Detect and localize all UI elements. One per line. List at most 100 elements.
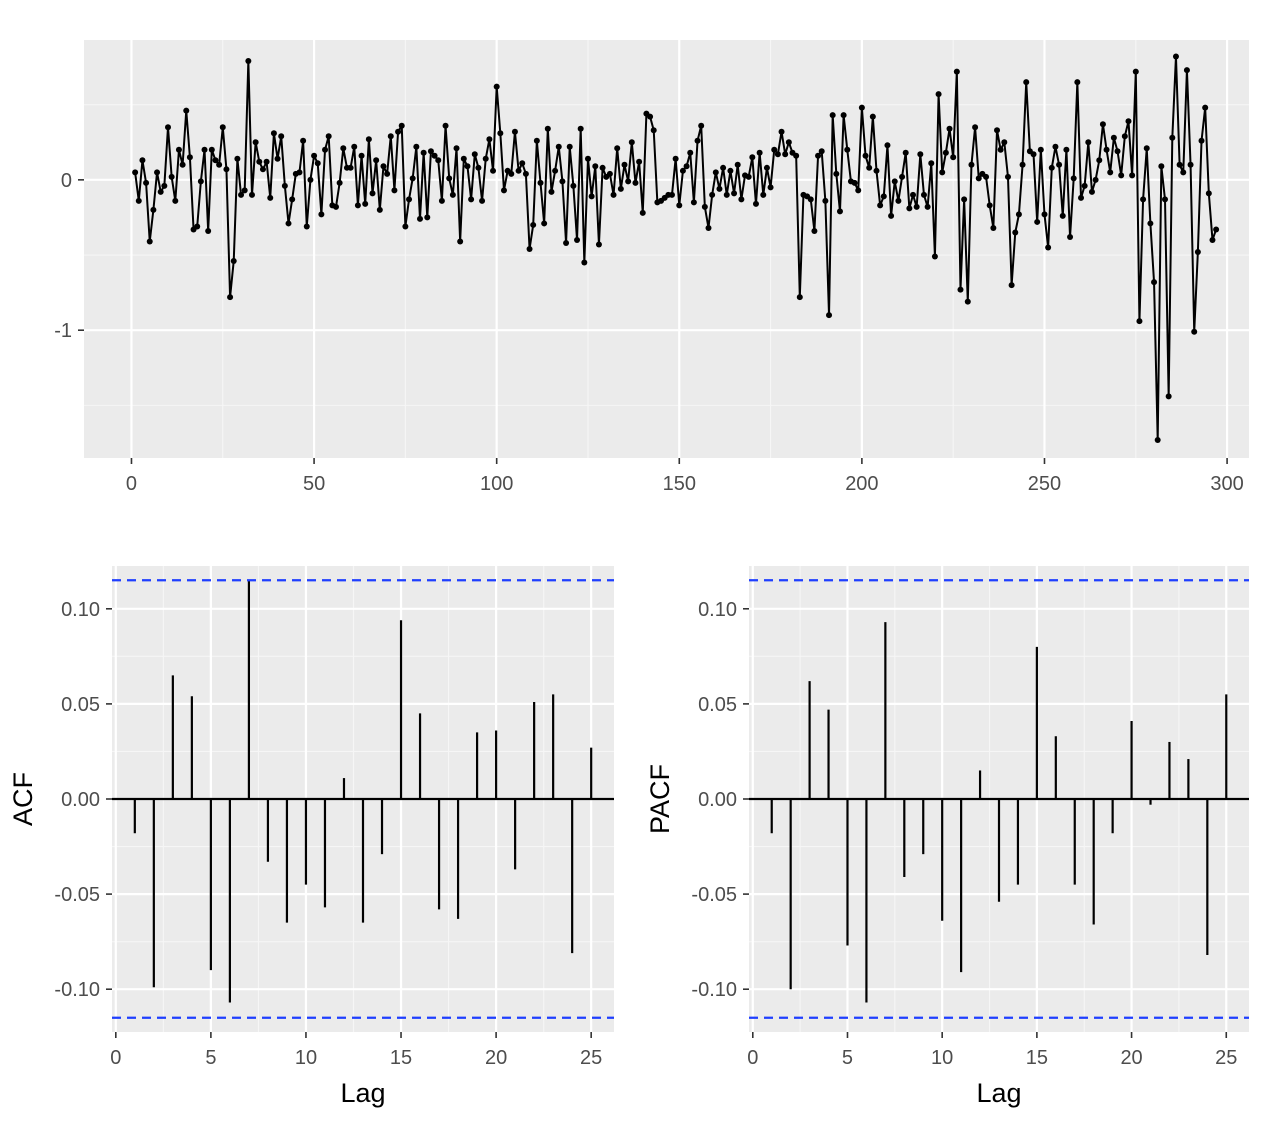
y-axis-title: ACF bbox=[8, 772, 38, 826]
data-point bbox=[369, 190, 376, 197]
x-tick-label: 20 bbox=[485, 1047, 507, 1069]
data-point bbox=[1205, 190, 1212, 197]
data-point bbox=[380, 163, 387, 170]
data-point bbox=[1158, 163, 1165, 170]
data-point bbox=[614, 145, 621, 152]
data-point bbox=[1099, 121, 1106, 128]
data-point bbox=[424, 214, 431, 221]
data-point bbox=[490, 167, 497, 174]
x-tick-label: 200 bbox=[845, 473, 878, 495]
data-point bbox=[924, 203, 931, 210]
x-tick-label: 20 bbox=[1120, 1047, 1142, 1069]
data-point bbox=[427, 148, 434, 155]
data-point bbox=[559, 178, 566, 185]
data-point bbox=[1154, 436, 1161, 443]
data-point bbox=[617, 185, 624, 192]
data-point bbox=[544, 125, 551, 132]
data-point bbox=[1034, 218, 1041, 225]
x-tick-label: 15 bbox=[1026, 1047, 1048, 1069]
data-point bbox=[822, 197, 829, 204]
x-axis-title: Lag bbox=[340, 1078, 385, 1108]
data-point bbox=[395, 128, 402, 135]
data-point bbox=[701, 203, 708, 210]
data-point bbox=[679, 167, 686, 174]
data-point bbox=[1169, 134, 1176, 141]
x-tick-label: 5 bbox=[842, 1047, 853, 1069]
data-point bbox=[668, 191, 675, 198]
data-point bbox=[413, 143, 420, 150]
data-point bbox=[639, 209, 646, 216]
data-point bbox=[950, 154, 957, 161]
data-point bbox=[577, 125, 584, 132]
data-point bbox=[694, 137, 701, 144]
data-point bbox=[201, 146, 208, 153]
data-point bbox=[1096, 157, 1103, 164]
data-point bbox=[526, 246, 533, 252]
data-point bbox=[778, 128, 785, 135]
data-point bbox=[709, 191, 716, 198]
data-point bbox=[143, 179, 150, 186]
data-point bbox=[402, 223, 409, 230]
data-point bbox=[1140, 196, 1147, 203]
data-point bbox=[1004, 173, 1011, 180]
data-point bbox=[811, 227, 818, 234]
data-point bbox=[252, 139, 259, 146]
data-point bbox=[829, 112, 836, 119]
data-point bbox=[391, 187, 398, 194]
data-point bbox=[552, 167, 559, 174]
y-tick-label: 0.00 bbox=[61, 789, 100, 811]
data-point bbox=[836, 208, 843, 215]
data-point bbox=[274, 155, 281, 162]
data-point bbox=[1059, 212, 1066, 219]
data-point bbox=[676, 202, 683, 209]
data-point bbox=[763, 164, 770, 171]
data-point bbox=[365, 136, 372, 143]
data-point bbox=[1085, 139, 1092, 146]
data-point bbox=[475, 164, 482, 171]
data-point bbox=[1187, 161, 1194, 168]
data-point bbox=[712, 169, 719, 176]
x-axis-title: Lag bbox=[976, 1078, 1021, 1108]
y-tick-label: -0.05 bbox=[54, 884, 100, 906]
data-point bbox=[628, 139, 635, 146]
data-point bbox=[880, 193, 887, 200]
data-point bbox=[530, 221, 537, 228]
data-point bbox=[497, 130, 504, 137]
data-point bbox=[1030, 151, 1037, 158]
data-point bbox=[650, 127, 657, 134]
data-point bbox=[1121, 133, 1128, 140]
y-tick-label: -0.05 bbox=[691, 884, 737, 906]
data-point bbox=[888, 212, 895, 219]
data-point bbox=[332, 203, 339, 210]
data-point bbox=[574, 236, 581, 243]
data-point bbox=[1023, 79, 1030, 86]
y-tick-label: -0.10 bbox=[691, 979, 737, 1001]
data-point bbox=[416, 215, 423, 222]
data-point bbox=[511, 128, 518, 135]
data-point bbox=[599, 164, 606, 171]
data-point bbox=[165, 124, 171, 131]
data-point bbox=[833, 170, 840, 177]
x-tick-label: 150 bbox=[663, 473, 696, 495]
data-point bbox=[869, 113, 876, 120]
data-point bbox=[508, 170, 515, 177]
data-point bbox=[752, 200, 759, 207]
data-point bbox=[785, 139, 792, 146]
data-point bbox=[1015, 211, 1022, 218]
data-point bbox=[449, 191, 456, 198]
data-point bbox=[384, 170, 391, 177]
data-point bbox=[942, 149, 949, 156]
data-point bbox=[548, 188, 555, 195]
data-point bbox=[913, 203, 920, 210]
data-point bbox=[289, 196, 296, 203]
data-point bbox=[1198, 137, 1205, 144]
data-point bbox=[588, 193, 595, 200]
data-point bbox=[248, 191, 255, 198]
data-point bbox=[318, 211, 325, 218]
data-point bbox=[1213, 226, 1220, 233]
data-point bbox=[179, 161, 186, 168]
data-point bbox=[1176, 161, 1183, 168]
data-point bbox=[698, 122, 705, 129]
data-point bbox=[647, 113, 654, 120]
data-point bbox=[891, 178, 898, 185]
